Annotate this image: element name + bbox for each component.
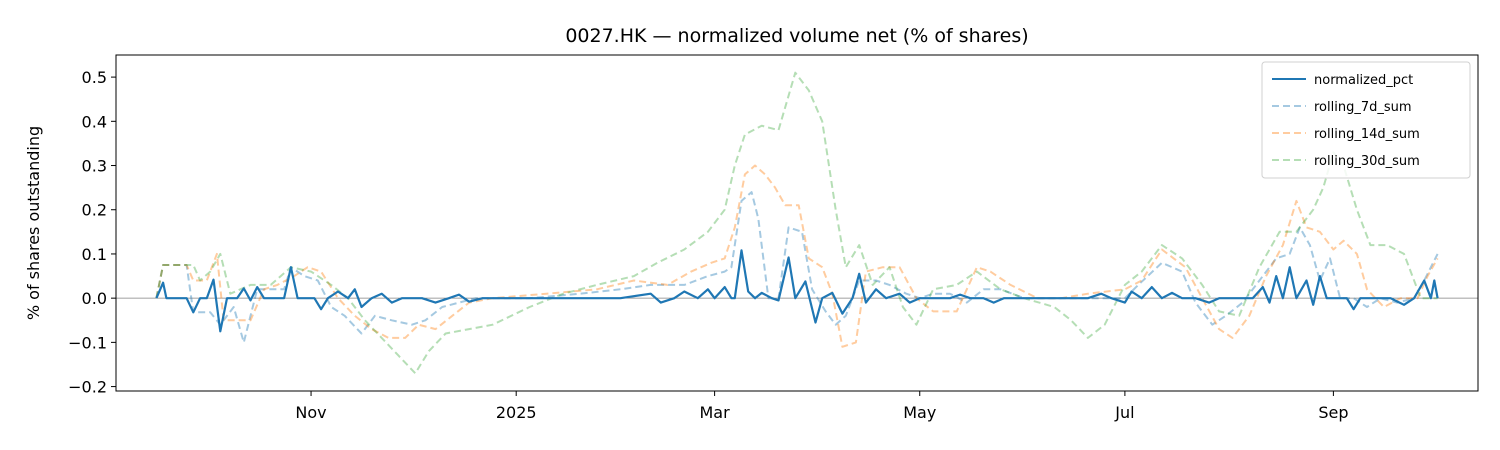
x-tick-label: 2025 [496, 403, 537, 422]
y-tick-label: 0.0 [82, 289, 107, 308]
x-tick-label: May [903, 403, 936, 422]
y-tick-label: 0.4 [82, 112, 107, 131]
x-tick-label: Mar [700, 403, 731, 422]
legend-box [1261, 61, 1471, 179]
series-line-rolling_30d_sum [155, 71, 1438, 375]
legend-label: rolling_14d_sum [1314, 127, 1420, 142]
y-tick-label: −0.2 [68, 378, 107, 397]
plot-frame [115, 54, 1479, 392]
chart-title: 0027.HK — normalized volume net (% of sh… [565, 25, 1028, 47]
legend-label: rolling_7d_sum [1314, 100, 1412, 115]
x-tick-label: Sep [1318, 403, 1348, 422]
y-axis-label: % of shares outstanding [24, 126, 43, 320]
x-tick-label: Jul [1114, 403, 1134, 422]
legend-label: rolling_30d_sum [1314, 154, 1420, 169]
legend-label: normalized_pct [1314, 73, 1413, 88]
series-line-rolling_14d_sum [155, 164, 1439, 348]
y-tick-label: −0.1 [68, 333, 107, 352]
series-line-normalized_pct [155, 249, 1439, 333]
y-tick-label: 0.3 [82, 157, 107, 176]
series-line-rolling_7d_sum [155, 191, 1439, 344]
y-tick-label: 0.2 [82, 201, 107, 220]
y-tick-label: 0.5 [82, 68, 107, 87]
x-tick-label: Nov [295, 403, 326, 422]
y-tick-label: 0.1 [82, 245, 107, 264]
